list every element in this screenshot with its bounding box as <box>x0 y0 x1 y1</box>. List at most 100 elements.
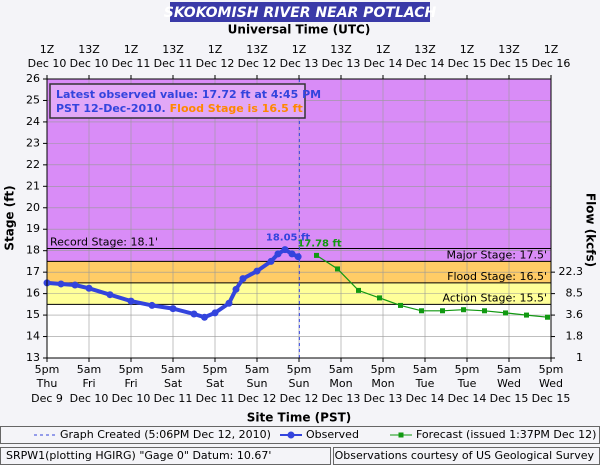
x-tick-day: Sat <box>206 377 225 390</box>
legend-label: Observed <box>306 428 359 441</box>
info-text: Flood Stage is 16.5 ft <box>170 102 303 115</box>
x2-tick-date: Dec 13 <box>280 57 319 70</box>
data-point <box>169 305 177 313</box>
y-tick-label: 20 <box>26 201 40 214</box>
x2-tick-label: 13Z <box>246 43 268 56</box>
data-point <box>377 295 382 301</box>
data-point <box>71 281 79 289</box>
footer-left: SRPW1(plotting HGIRG) "Gage 0" Datum: 10… <box>6 449 271 462</box>
x-tick-date: Dec 12 <box>280 392 319 405</box>
y2-tick-label: 3.6 <box>566 308 584 321</box>
point-annotation: 18.05 ft <box>266 233 310 244</box>
x2-tick-date: Dec 16 <box>532 57 571 70</box>
x-tick-day: Tue <box>457 377 477 390</box>
y-tick-label: 23 <box>26 136 40 149</box>
x-tick-date: Dec 13 <box>364 392 403 405</box>
data-point <box>503 310 508 316</box>
stage-label: Flood Stage: 16.5' <box>447 270 547 283</box>
y-tick-label: 18 <box>26 244 40 257</box>
data-point <box>288 250 296 258</box>
x2-tick-date: Dec 14 <box>364 57 403 70</box>
x-tick-label: 5am <box>497 363 521 376</box>
stage-label: Major Stage: 17.5' <box>446 248 547 261</box>
stage-label: Action Stage: 15.5' <box>443 291 547 304</box>
x2-tick-label: 13Z <box>78 43 100 56</box>
x-tick-day: Sun <box>247 377 268 390</box>
x2-tick-date: Dec 11 <box>154 57 193 70</box>
info-box <box>49 83 306 119</box>
x2-tick-date: Dec 12 <box>238 57 277 70</box>
data-point <box>239 275 247 283</box>
data-point <box>461 307 466 313</box>
x-tick-date: Dec 14 <box>406 392 445 405</box>
y-tick-label: 17 <box>26 265 40 278</box>
x-tick-day: Mon <box>329 377 352 390</box>
data-point <box>335 266 340 272</box>
y2-tick-label: 1.8 <box>566 330 584 343</box>
x2-tick-date: Dec 13 <box>322 57 361 70</box>
stage-label: Record Stage: 18.1' <box>50 236 158 249</box>
x-tick-label: 5pm <box>455 363 480 376</box>
x-tick-date: Dec 14 <box>448 392 487 405</box>
y-tick-label: 24 <box>26 115 40 128</box>
x-tick-day: Fri <box>82 377 95 390</box>
x2-tick-label: 1Z <box>460 43 475 56</box>
x-tick-label: 5pm <box>287 363 312 376</box>
x-tick-day: Wed <box>497 377 521 390</box>
info-text: Latest observed value: 17.72 ft at 4:45 … <box>56 88 321 101</box>
x2-axis-title: Universal Time (UTC) <box>228 23 371 37</box>
x2-tick-label: 1Z <box>124 43 139 56</box>
y-tick-label: 13 <box>26 351 40 364</box>
x2-tick-date: Dec 12 <box>196 57 235 70</box>
data-point <box>253 267 261 275</box>
data-point <box>419 308 424 314</box>
y-tick-label: 14 <box>26 330 40 343</box>
series-line <box>316 254 548 318</box>
x2-tick-date: Dec 15 <box>448 57 487 70</box>
data-point <box>294 253 302 261</box>
data-point <box>356 287 361 293</box>
x-tick-label: 5am <box>161 363 185 376</box>
data-point <box>267 257 275 265</box>
title-bar <box>170 2 430 22</box>
info-text: PST 12-Dec-2010. <box>56 102 166 115</box>
data-point <box>545 314 550 320</box>
x-tick-label: 5am <box>413 363 437 376</box>
x2-tick-date: Dec 10 <box>70 57 109 70</box>
y-tick-label: 25 <box>26 93 40 106</box>
y-tick-label: 19 <box>26 222 40 235</box>
x-axis-title: Site Time (PST) <box>247 411 352 425</box>
info-line: PST 12-Dec-2010. Flood Stage is 16.5 ft <box>56 102 303 115</box>
y-axis-title: Stage (ft) <box>3 185 17 250</box>
x2-tick-label: 1Z <box>40 43 55 56</box>
x2-tick-label: 13Z <box>414 43 436 56</box>
x-tick-date: Dec 13 <box>322 392 361 405</box>
x2-tick-date: Dec 15 <box>490 57 529 70</box>
x2-tick-date: Dec 11 <box>112 57 151 70</box>
x-tick-day: Fri <box>124 377 137 390</box>
legend-marker <box>287 431 295 439</box>
y2-tick-label: 1 <box>576 351 583 364</box>
legend-label: Graph Created (5:06PM Dec 12, 2010) <box>60 428 271 441</box>
info-line: Latest observed value: 17.72 ft at 4:45 … <box>56 88 321 101</box>
x-tick-date: Dec 12 <box>238 392 277 405</box>
x2-tick-date: Dec 10 <box>28 57 67 70</box>
legend-marker <box>398 432 404 438</box>
x-tick-label: 5am <box>77 363 101 376</box>
y-tick-label: 16 <box>26 287 40 300</box>
legend-label: Forecast (issued 1:37PM Dec 12) <box>416 428 596 441</box>
y-tick-label: 15 <box>26 308 40 321</box>
x-tick-date: Dec 11 <box>196 392 235 405</box>
data-point <box>274 250 282 258</box>
x-tick-label: 5pm <box>371 363 396 376</box>
x-tick-date: Dec 10 <box>112 392 151 405</box>
x-tick-day: Tue <box>415 377 435 390</box>
x-tick-day: Sun <box>289 377 310 390</box>
x2-tick-date: Dec 14 <box>406 57 445 70</box>
data-point <box>190 310 198 318</box>
data-point <box>57 280 65 288</box>
x-tick-date: Dec 11 <box>154 392 193 405</box>
data-point <box>232 285 240 293</box>
point-annotation: 17.78 ft <box>297 238 341 249</box>
